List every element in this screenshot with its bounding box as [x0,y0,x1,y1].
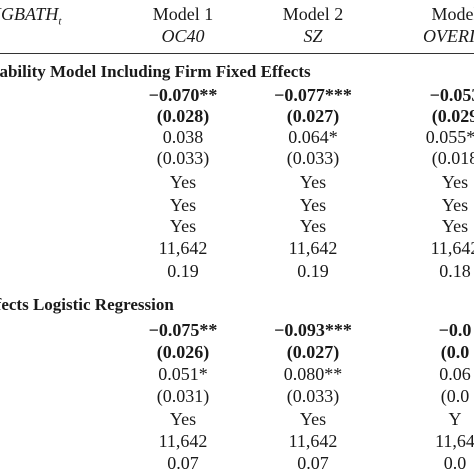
model-2-name: Model 2 [282,4,344,24]
table-cell: −0.0 [438,320,472,340]
table-cell: −0.077*** [274,85,352,105]
table-cell: Yes [299,216,327,236]
panel-a-row: s Yes Yes Yes [0,214,474,238]
table-cell: 0.0 [443,453,467,473]
table-cell: (0.0 [440,386,470,406]
table-cell: 0.064* [288,127,338,147]
table-cell: Yes [441,172,469,192]
panel-a-row: 11,642 11,642 11,642 [0,236,474,260]
panel-b-row: (0.031) (0.033) (0.0 [0,384,474,408]
table-cell: −0.093*** [274,320,352,340]
table-cell: (0.018 [431,148,474,168]
table-cell: 0.080** [283,364,343,384]
panel-b-row: (0.026) (0.027) (0.0 [0,340,474,364]
table-cell: Y [448,409,462,429]
table-cell: Yes [441,216,469,236]
table-cell: 0.19 [167,261,199,281]
panel-a-row: Yes Yes Yes [0,170,474,194]
table-cell: −0.053 [429,85,474,105]
table-cell: Yes [169,216,197,236]
table-cell: Yes [299,195,327,215]
panel-a-row: (0.028) (0.027) (0.029 [0,104,474,128]
table-cell: (0.031) [156,386,210,406]
table-cell: (0.028) [156,106,210,126]
table-cell: 0.18 [439,261,471,281]
table-cell: 11,642 [158,238,208,258]
model-3-measure: OVERIN [423,26,474,46]
table-cell: (0.027) [286,106,340,126]
table-cell: 0.038 [162,127,204,147]
panel-a-row: Yes Yes Yes [0,193,474,217]
model-3-name: Model [431,4,474,24]
header-rule [0,53,474,54]
table-cell: 11,642 [288,238,338,258]
table-cell: 11,642 [288,431,338,451]
table-cell: Yes [169,172,197,192]
table-cell: 0.19 [297,261,329,281]
table-cell: 11,64 [435,431,474,451]
table-cell: (0.033) [286,148,340,168]
panel-b-row: −0.075** −0.093*** −0.0 [0,318,474,342]
panel-a-row: −0.070** −0.077*** −0.053 [0,83,474,107]
table-cell: Yes [299,172,327,192]
panel-b-title: ffects Logistic Regression [0,295,174,314]
table-cell: (0.0 [440,342,470,362]
table-cell: (0.033) [156,148,210,168]
table-cell: (0.033) [286,386,340,406]
table-cell: (0.026) [156,342,210,362]
dependent-variable-label: BIGBATHt [0,4,62,28]
table-cell: 0.055** [425,127,474,147]
model-2-measure: SZ [303,26,323,46]
panel-a-row: 0.19 0.19 0.18 [0,259,474,283]
table-cell: 0.06 [439,364,471,384]
table-cell: 0.07 [167,453,199,473]
table-cell: Yes [299,409,327,429]
table-cell: (0.029 [431,106,474,126]
table-cell: 0.051* [158,364,208,384]
table-cell: Yes [441,195,469,215]
table-cell: 0.07 [297,453,329,473]
panel-a-row: (0.033) (0.033) (0.018 [0,146,474,170]
table-cell: −0.075** [148,320,218,340]
panel-b-row: 11,642 11,642 11,64 [0,429,474,453]
header-row-measures: OC40 SZ OVERIN [0,24,474,48]
panel-a-title: bability Model Including Firm Fixed Effe… [0,62,311,81]
panel-b-row: 0.051* 0.080** 0.06 [0,362,474,386]
table-cell: −0.070** [148,85,218,105]
panel-a-row: 0.038 0.064* 0.055** [0,125,474,149]
table-cell: Yes [169,409,197,429]
header-row-models: BIGBATHt Model 1 Model 2 Model [0,2,474,28]
panel-b-row: Yes Yes Y [0,407,474,431]
model-1-name: Model 1 [152,4,214,24]
panel-b-row: 0.07 0.07 0.0 [0,451,474,475]
model-1-measure: OC40 [161,26,205,46]
table-cell: (0.027) [286,342,340,362]
table-cell: 11,642 [430,238,474,258]
table-cell: 11,642 [158,431,208,451]
table-cell: Yes [169,195,197,215]
